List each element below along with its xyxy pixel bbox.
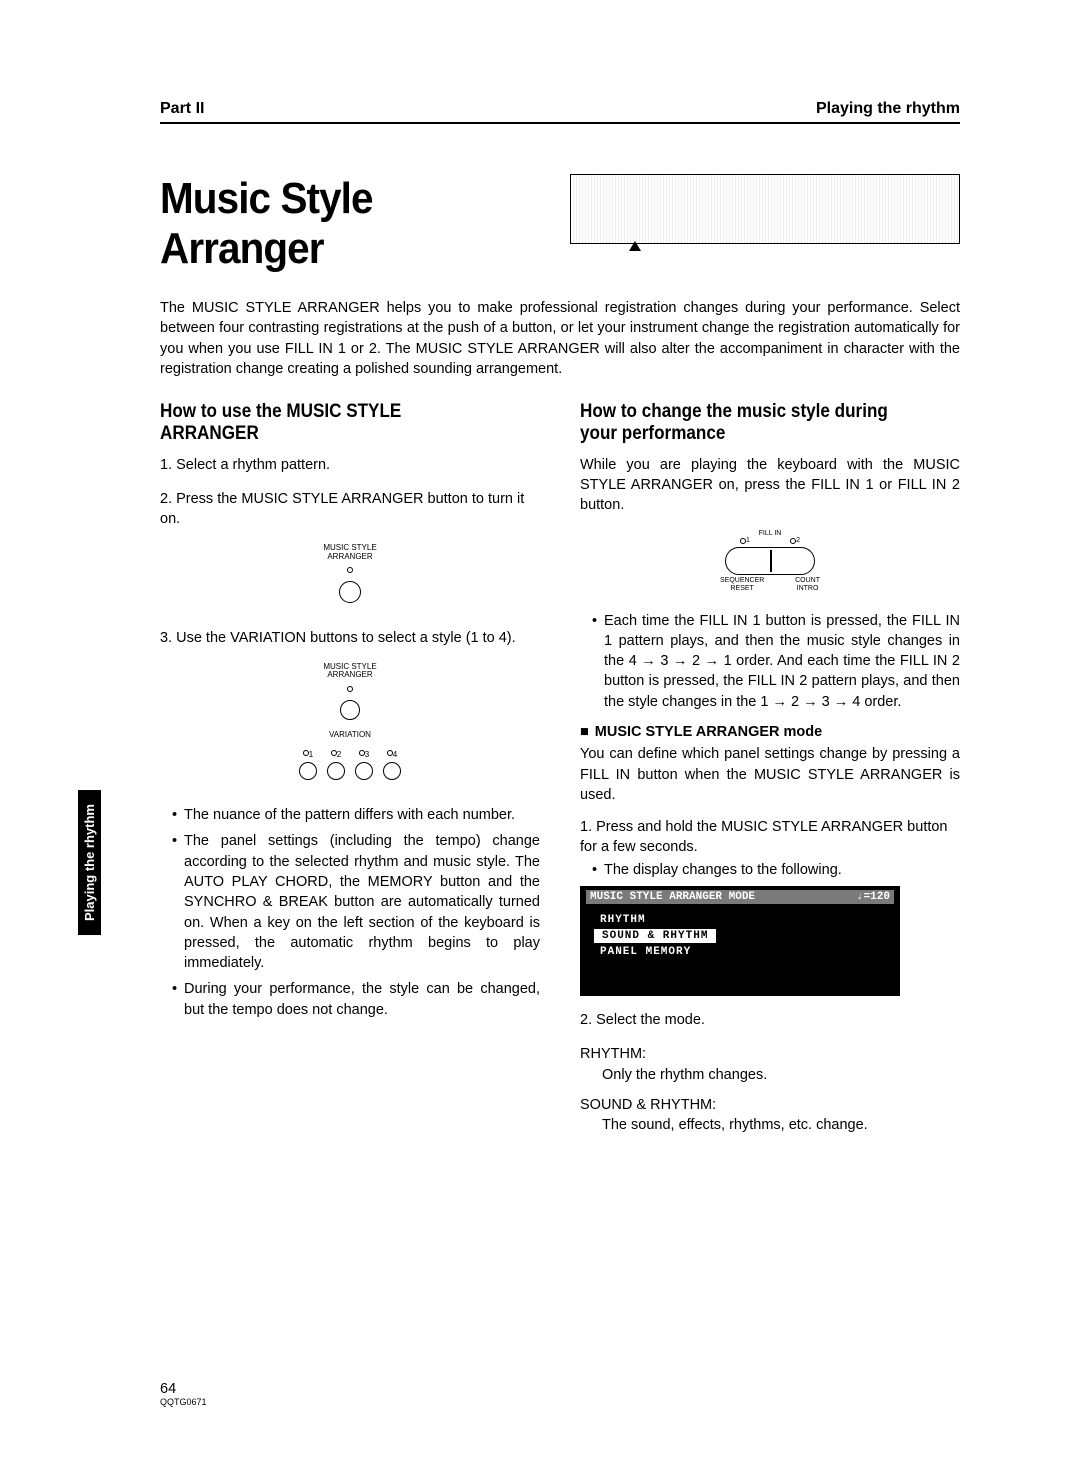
list-item: The nuance of the pattern differs with e… [172,805,540,825]
left-column: How to use the MUSIC STYLE ARRANGER 1. S… [160,401,540,1145]
diag-caption: COUNT [795,577,820,584]
var-num: 2 [337,750,341,759]
variation-label: VARIATION [160,731,540,740]
list-item: The panel settings (including the tempo)… [172,831,540,973]
page-footer: 64 QQTG0671 [160,1381,207,1407]
mode-heading: MUSIC STYLE ARRANGER mode [580,722,960,742]
variation-diagram: MUSIC STYLE ARRANGER VARIATION 1 2 3 4 [160,663,540,785]
left-step-2: 2. Press the MUSIC STYLE ARRANGER button… [160,489,540,530]
mode-intro: You can define which panel settings chan… [580,744,960,805]
fill-in-label: FILL IN [715,530,825,538]
button-icon [339,581,361,603]
led-icon [347,567,353,573]
header-section: Playing the rhythm [816,100,960,118]
button-icon [355,762,373,780]
page-number: 64 [160,1381,207,1397]
def-body: The sound, effects, rhythms, etc. change… [580,1115,960,1135]
footer-code: QQTG0671 [160,1397,207,1407]
screen-tempo: ♩=120 [857,891,890,903]
page-header: Part II Playing the rhythm [160,100,960,124]
screen-title: MUSIC STYLE ARRANGER MODE [590,891,755,903]
left-heading: How to use the MUSIC STYLE ARRANGER [160,401,502,445]
pill-button-icon [725,547,815,575]
var-num: 4 [393,750,397,759]
fill-num: 1 [746,537,750,544]
def-body: Only the rhythm changes. [580,1065,960,1085]
def-label: SOUND & RHYTHM: [580,1095,960,1115]
mode-bullets: The display changes to the following. [580,860,960,880]
diag-caption: INTRO [797,585,819,592]
diag-caption: SEQUENCER [720,577,764,584]
diag-caption: RESET [731,585,754,592]
screen-item: RHYTHM [586,912,894,928]
led-icon [347,686,353,692]
button-icon [299,762,317,780]
left-step-3: 3. Use the VARIATION buttons to select a… [160,628,540,648]
var-num: 1 [309,750,313,759]
panel-arrow-icon [629,241,641,251]
panel-diagram [570,174,960,244]
screen-item-selected: SOUND & RHYTHM [594,929,716,943]
page-title: Music Style Arranger [160,174,519,274]
right-heading: How to change the music style during you… [580,401,922,445]
mode-step-2: 2. Select the mode. [580,1010,960,1030]
fill-num: 2 [796,537,800,544]
right-bullets: Each time the FILL IN 1 button is presse… [580,611,960,712]
header-part: Part II [160,100,204,118]
list-item: Each time the FILL IN 1 button is presse… [592,611,960,712]
button-icon [383,762,401,780]
definition: RHYTHM: Only the rhythm changes. [580,1044,960,1085]
right-column: How to change the music style during you… [580,401,960,1145]
def-label: RHYTHM: [580,1044,960,1064]
definition: SOUND & RHYTHM: The sound, effects, rhyt… [580,1095,960,1136]
list-item: During your performance, the style can b… [172,979,540,1020]
list-item: The display changes to the following. [592,860,960,880]
button-icon [340,700,360,720]
left-bullets: The nuance of the pattern differs with e… [160,805,540,1020]
msa-button-diagram: MUSIC STYLE ARRANGER [160,544,540,609]
lcd-screen: MUSIC STYLE ARRANGER MODE ♩=120 RHYTHM S… [580,886,900,996]
right-intro: While you are playing the keyboard with … [580,455,960,516]
screen-item: PANEL MEMORY [586,944,894,960]
fill-in-diagram: FILL IN 1 2 SEQUENCERRESET COUNTINTRO [715,530,825,593]
side-tab: Playing the rhythm [78,790,101,935]
var-num: 3 [365,750,369,759]
mode-step-1: 1. Press and hold the MUSIC STYLE ARRANG… [580,817,960,858]
intro-paragraph: The MUSIC STYLE ARRANGER helps you to ma… [160,298,960,379]
diagram-label: ARRANGER [160,671,540,680]
diagram-label: ARRANGER [160,553,540,562]
button-icon [327,762,345,780]
left-step-1: 1. Select a rhythm pattern. [160,455,540,475]
